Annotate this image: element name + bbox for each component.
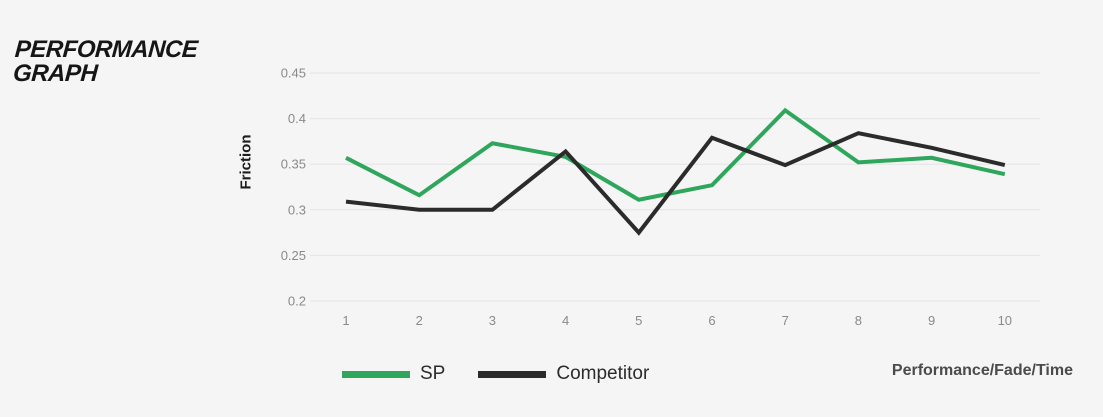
x-axis-title: Performance/Fade/Time — [891, 362, 1073, 379]
y-tick-label: 0.2 — [288, 294, 306, 309]
sp-line-swatch — [342, 370, 410, 378]
x-tick-label: 3 — [489, 313, 496, 328]
series-line-competitor — [345, 131, 1006, 236]
y-tick-label: 0.3 — [288, 202, 306, 217]
x-tick-label: 7 — [782, 313, 789, 328]
chart-legend: SP Competitor — [342, 363, 649, 385]
legend-label-sp: SP — [420, 363, 446, 384]
series-line-sp — [345, 107, 1006, 202]
y-tick-label: 0.35 — [281, 157, 306, 172]
y-tick-label: 0.45 — [281, 66, 306, 81]
x-tick-label: 6 — [708, 313, 715, 328]
y-tick-label: 0.4 — [288, 111, 306, 126]
y-tick-label: 0.25 — [281, 248, 306, 263]
x-tick-label: 1 — [342, 313, 349, 328]
x-tick-label: 2 — [416, 313, 423, 328]
x-tick-label: 9 — [928, 313, 935, 328]
x-tick-label: 10 — [998, 313, 1012, 328]
x-tick-label: 5 — [635, 313, 642, 328]
competitor-line-swatch — [478, 370, 547, 378]
legend-item-sp: SP — [342, 363, 445, 385]
legend-item-competitor: Competitor — [478, 363, 649, 385]
x-tick-label: 8 — [855, 313, 862, 328]
x-tick-label: 4 — [562, 313, 569, 328]
legend-label-competitor: Competitor — [556, 363, 650, 384]
